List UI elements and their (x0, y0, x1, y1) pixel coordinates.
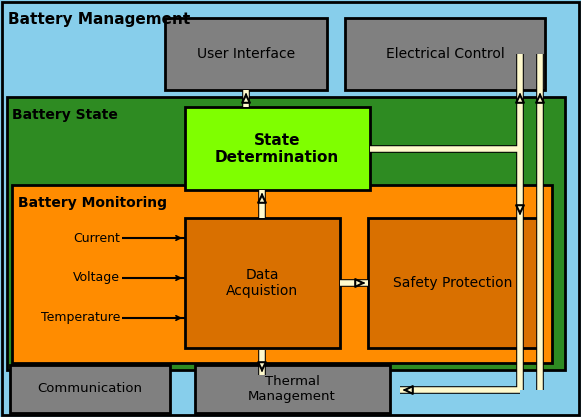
Bar (7, 97, 565, 370)
Text: Battery Management: Battery Management (8, 12, 190, 27)
Bar (165, 18, 327, 90)
Text: Electrical Control: Electrical Control (386, 47, 504, 61)
Text: Current: Current (73, 231, 120, 244)
Text: Data
Acquistion: Data Acquistion (226, 268, 298, 298)
Bar (10, 365, 170, 413)
Text: Battery Monitoring: Battery Monitoring (18, 196, 167, 210)
Text: Battery State: Battery State (12, 108, 118, 122)
Bar (345, 18, 545, 90)
Text: User Interface: User Interface (197, 47, 295, 61)
Text: Communication: Communication (38, 382, 142, 395)
Text: Thermal
Management: Thermal Management (248, 375, 336, 403)
Text: Temperature: Temperature (41, 311, 120, 324)
Bar (185, 107, 370, 190)
Bar (12, 185, 552, 363)
Text: State
Determination: State Determination (215, 133, 339, 165)
Bar (195, 365, 390, 413)
Bar (185, 218, 340, 348)
Text: Voltage: Voltage (73, 271, 120, 284)
Text: Safety Protection: Safety Protection (393, 276, 512, 290)
Bar (368, 218, 538, 348)
